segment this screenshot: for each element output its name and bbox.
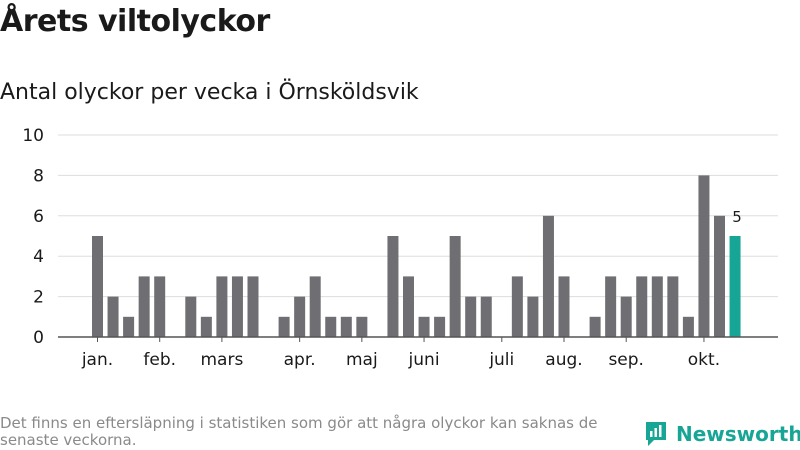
bar bbox=[294, 296, 306, 337]
bar bbox=[449, 236, 461, 337]
bar bbox=[434, 316, 446, 337]
bar bbox=[200, 316, 212, 337]
x-tick-label: maj bbox=[346, 350, 378, 370]
x-tick-label: okt. bbox=[688, 350, 720, 370]
bar bbox=[107, 296, 119, 337]
bar bbox=[589, 316, 601, 337]
bar bbox=[309, 276, 321, 337]
bar bbox=[123, 316, 135, 337]
bar bbox=[682, 316, 694, 337]
y-tick-label: 10 bbox=[22, 126, 44, 146]
bar bbox=[92, 236, 103, 337]
bar bbox=[465, 296, 477, 337]
newsworthy-logo-icon bbox=[646, 422, 666, 446]
bar bbox=[278, 316, 290, 337]
bar bbox=[558, 276, 570, 337]
bar bbox=[340, 316, 352, 337]
y-tick-label: 2 bbox=[33, 288, 44, 308]
bar bbox=[387, 236, 399, 337]
y-tick-label: 6 bbox=[33, 207, 44, 227]
x-tick-label: mars bbox=[200, 350, 243, 370]
bar bbox=[667, 276, 679, 337]
bar bbox=[480, 296, 492, 337]
newsworthy-logo[interactable]: Newsworthy bbox=[644, 420, 800, 448]
bar bbox=[511, 276, 523, 337]
weekly-accidents-bar-chart: 0 2 4 6 8 10 jan. feb. mars apr. maj juni juli aug. se… bbox=[22, 126, 778, 370]
x-tick-label: jan. bbox=[81, 350, 113, 370]
bar bbox=[605, 276, 617, 337]
bar bbox=[418, 316, 430, 337]
bar bbox=[231, 276, 243, 337]
y-tick-label: 4 bbox=[33, 247, 44, 267]
chart-subtitle: Antal olyckor per vecka i Örnsköldsvik bbox=[0, 80, 419, 105]
x-tick-label: aug. bbox=[545, 350, 582, 370]
footnote: Det finns en eftersläpning i statistiken… bbox=[0, 414, 598, 449]
bar bbox=[403, 276, 414, 337]
bar bbox=[636, 276, 648, 337]
bar bbox=[185, 296, 197, 337]
bar bbox=[325, 316, 337, 337]
bar bbox=[216, 276, 228, 337]
x-tick-label: sep. bbox=[608, 350, 644, 370]
x-tick-label: feb. bbox=[143, 350, 176, 370]
bar bbox=[138, 276, 150, 337]
bar bbox=[620, 296, 632, 337]
x-tick-label: juni bbox=[408, 350, 440, 370]
bar bbox=[356, 316, 368, 337]
bar bbox=[247, 276, 259, 337]
y-tick-label: 8 bbox=[33, 166, 44, 186]
bar bbox=[651, 276, 663, 337]
x-tick-label: apr. bbox=[284, 350, 316, 370]
bar bbox=[698, 175, 710, 337]
bar bbox=[729, 236, 741, 337]
y-tick-label: 0 bbox=[33, 328, 44, 348]
bar bbox=[154, 276, 166, 337]
bar bbox=[714, 215, 725, 337]
chart-title: Årets viltolyckor bbox=[0, 4, 270, 39]
bar bbox=[542, 215, 554, 337]
bar bbox=[527, 296, 539, 337]
brand-name: Newsworthy bbox=[676, 422, 800, 446]
data-label: 5 bbox=[732, 208, 742, 226]
x-tick-label: juli bbox=[488, 350, 514, 370]
